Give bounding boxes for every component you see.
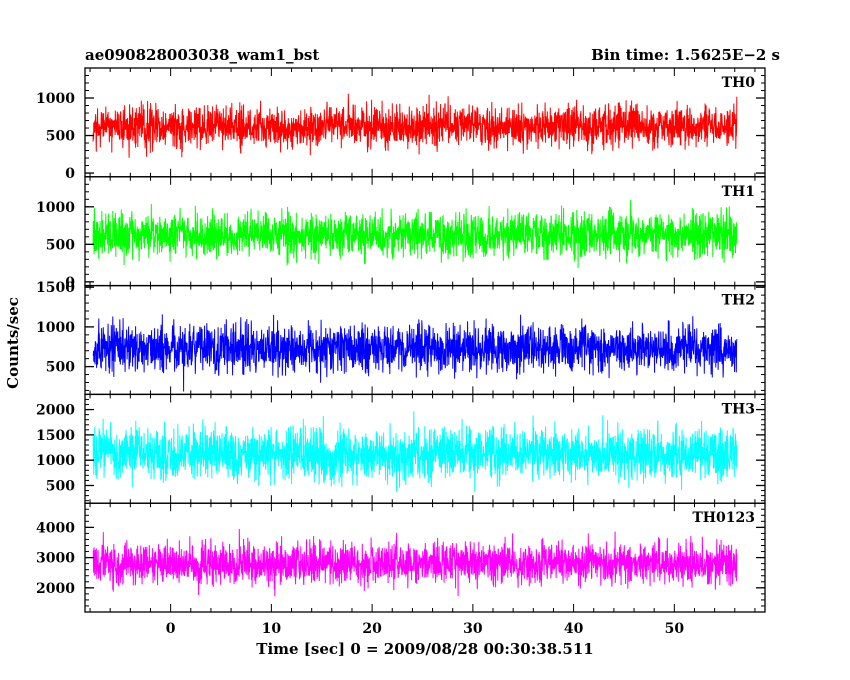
panel-label: TH0 — [722, 75, 756, 91]
series-th0 — [92, 93, 738, 158]
y-tick-label: 0 — [65, 166, 75, 182]
panel-label: TH2 — [722, 293, 755, 309]
y-tick-label: 2000 — [36, 403, 75, 419]
x-tick-label: 40 — [564, 621, 584, 637]
x-tick-label: 50 — [665, 621, 685, 637]
y-tick-label: 500 — [46, 237, 75, 253]
series-th1 — [92, 199, 738, 269]
bin-time-label: Bin time: 1.5625E−2 s — [591, 46, 780, 64]
y-tick-label: 3000 — [36, 551, 75, 567]
y-axis-label: Counts/sec — [4, 297, 22, 389]
y-tick-label: 1500 — [36, 280, 75, 296]
y-tick-label: 1000 — [36, 453, 75, 469]
x-axis-label: Time [sec] 0 = 2009/08/28 00:30:38.511 — [256, 640, 593, 658]
x-tick-label: 30 — [463, 621, 483, 637]
y-tick-label: 500 — [46, 129, 75, 145]
y-tick-label: 4000 — [36, 520, 75, 536]
y-tick-label: 1000 — [36, 200, 75, 216]
panel-label: TH1 — [722, 184, 755, 200]
series-th3 — [92, 411, 738, 493]
panel-label: TH0123 — [692, 510, 755, 526]
x-tick-label: 0 — [166, 621, 176, 637]
y-tick-label: 500 — [46, 478, 75, 494]
panel-th2: 500 1000 1500 TH2 — [36, 280, 766, 396]
y-tick-label: 500 — [46, 360, 75, 376]
panel-th0123: 2000 3000 4000 TH0123 — [36, 502, 766, 613]
panel-label: TH3 — [722, 401, 755, 417]
x-tick-label: 20 — [362, 621, 382, 637]
series-th2 — [92, 314, 738, 392]
x-axis: 0 10 20 30 40 50 — [166, 621, 685, 637]
y-tick-label: 1000 — [36, 320, 75, 336]
panels-group: 0 500 1000 TH0 0 500 1000 TH1 500 1000 1500 TH2 500 1… — [36, 67, 766, 613]
y-tick-label: 0 — [65, 275, 75, 291]
x-tick-label: 10 — [262, 621, 282, 637]
y-tick-label: 1500 — [36, 428, 75, 444]
chart-title: ae090828003038_wam1_bst — [85, 46, 319, 64]
panel-th1: 0 500 1000 TH1 — [36, 176, 766, 291]
panel-th0: 0 500 1000 TH0 — [36, 67, 766, 182]
y-tick-label: 2000 — [36, 581, 75, 597]
y-tick-label: 1000 — [36, 91, 75, 107]
panel-th3: 500 1000 1500 2000 TH3 — [36, 393, 766, 504]
series-th0123 — [92, 528, 738, 597]
